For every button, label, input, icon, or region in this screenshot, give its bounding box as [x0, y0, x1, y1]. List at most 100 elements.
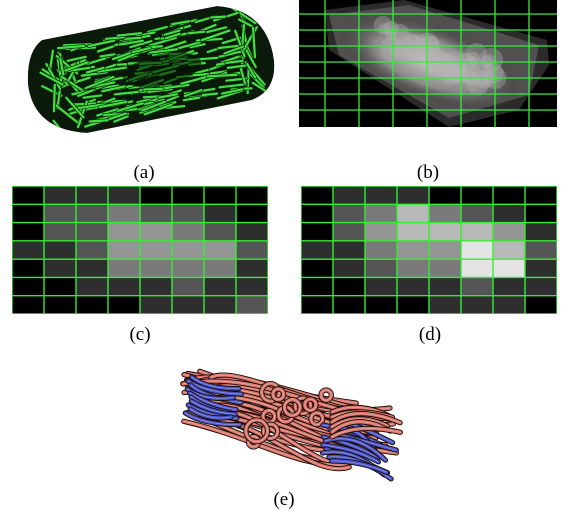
- fiber: [251, 26, 257, 59]
- fiber: [159, 83, 190, 90]
- volume-blob: [466, 42, 487, 64]
- density-cell: [525, 222, 557, 241]
- density-cell: [365, 295, 397, 314]
- tube-highlight: [331, 418, 388, 428]
- fiber: [220, 88, 244, 95]
- tube-highlight: [189, 408, 232, 419]
- volume-blob: [461, 70, 476, 85]
- fiber: [192, 73, 210, 77]
- volume-blob: [439, 53, 456, 69]
- density-cell: [172, 259, 204, 278]
- dark-patch: [122, 52, 202, 88]
- density-cell: [525, 259, 557, 278]
- streamtube: [323, 437, 388, 462]
- density-cell: [429, 222, 461, 241]
- density-cell: [493, 204, 525, 223]
- density-cell: [333, 222, 365, 241]
- fiber: [163, 29, 181, 36]
- streamtube: [259, 381, 281, 403]
- density-cell: [493, 259, 525, 278]
- streamtube: [187, 391, 238, 412]
- density-cell: [525, 295, 557, 314]
- fiber: [117, 50, 142, 62]
- tube-highlight: [284, 399, 301, 416]
- streamtube: [244, 418, 270, 444]
- fiber: [98, 100, 128, 109]
- fiber: [99, 53, 116, 58]
- density-cell: [365, 277, 397, 296]
- panel-d-image: [301, 186, 557, 314]
- density-cell: [429, 240, 461, 260]
- density-cell: [140, 222, 172, 241]
- fiber: [116, 102, 144, 112]
- density-cell: [365, 204, 397, 223]
- tube-highlight: [189, 392, 237, 411]
- fiber: [96, 66, 128, 73]
- density-cell: [429, 204, 461, 223]
- fiber: [239, 67, 247, 85]
- fiber: [118, 39, 144, 46]
- density-cell: [44, 222, 76, 241]
- density-cell: [76, 259, 108, 278]
- density-cell: [525, 186, 557, 205]
- streamtube: [303, 397, 318, 412]
- density-cell: [108, 222, 140, 241]
- density-cell: [76, 277, 108, 296]
- fiber: [59, 57, 65, 76]
- density-cell: [108, 277, 140, 296]
- density-cell: [204, 204, 236, 223]
- density-cell: [236, 259, 268, 278]
- fiber: [191, 68, 212, 76]
- tube-highlight: [304, 398, 317, 411]
- fiber: [96, 45, 115, 53]
- density-cell: [333, 295, 365, 314]
- fiber: [246, 62, 257, 79]
- density-cell: [76, 295, 108, 314]
- caption-e: (e): [273, 489, 295, 510]
- fiber: [101, 85, 126, 93]
- fiber: [52, 83, 56, 113]
- density-cell: [12, 277, 44, 296]
- volume-blob: [389, 23, 410, 45]
- fiber: [182, 96, 201, 102]
- density-cell: [172, 295, 204, 314]
- panel-b-image: [299, 0, 557, 127]
- density-cell: [108, 240, 140, 260]
- fiber: [220, 55, 240, 64]
- density-cell: [12, 295, 44, 314]
- density-cell: [525, 277, 557, 296]
- density-cell: [493, 240, 525, 260]
- fiber: [63, 61, 89, 72]
- density-cell: [493, 295, 525, 314]
- fiber: [77, 103, 106, 110]
- tube-highlight: [272, 388, 285, 401]
- fiber: [113, 90, 139, 96]
- volume-blob: [441, 66, 459, 85]
- density-cell: [172, 277, 204, 296]
- fiber: [245, 48, 257, 68]
- fiber: [104, 36, 126, 40]
- density-cell: [12, 204, 44, 223]
- streamtube: [330, 411, 402, 425]
- fiber: [183, 89, 203, 98]
- density-cell: [12, 240, 44, 260]
- tube-highlight: [331, 413, 401, 424]
- tube-highlight: [320, 389, 332, 401]
- volume-blob: [440, 51, 467, 78]
- streamtube: [189, 375, 241, 391]
- volume-blob: [383, 20, 399, 36]
- caption-d: (d): [418, 324, 442, 345]
- density-cell: [108, 259, 140, 278]
- density-cell: [365, 240, 397, 260]
- streamtube: [330, 426, 403, 439]
- streamtube: [321, 443, 381, 464]
- density-cell: [397, 222, 429, 241]
- density-cell: [12, 222, 44, 241]
- streamtube: [309, 411, 325, 427]
- tube-highlight: [185, 412, 241, 426]
- fiber: [129, 40, 153, 49]
- density-cell: [397, 259, 429, 278]
- density-cell: [429, 277, 461, 296]
- fiber: [223, 45, 245, 55]
- density-cell: [140, 259, 172, 278]
